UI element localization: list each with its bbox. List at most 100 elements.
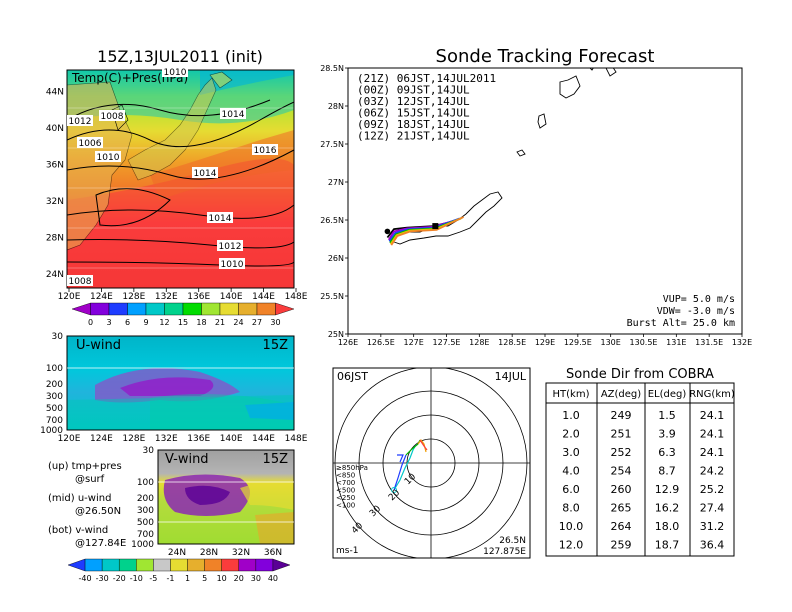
panel-legend: (up) tmp+pres @surf (mid) u-wind @26.50N…: [48, 461, 126, 549]
wind-colorbar-tick-label: -5: [149, 574, 157, 583]
isobar-label: 1008: [67, 275, 93, 287]
isobar-label: 1014: [207, 212, 233, 224]
wind-colorbar-swatch: [67, 558, 86, 572]
map-y-tick-label: 28N: [46, 234, 64, 244]
isobar-label: 1012: [67, 115, 93, 127]
v-wind-x-tick-label: 36N: [264, 548, 282, 558]
wind-colorbar-swatch: [204, 558, 222, 572]
isobar-label-text: 1010: [97, 153, 120, 163]
pressure-legend-entry: <100: [336, 502, 355, 510]
table-cell: 264: [611, 520, 632, 533]
radar-label-right: 14JUL: [495, 370, 527, 383]
track-y-tick-label: 25N: [328, 330, 344, 339]
map-x-tick-label: 136E: [187, 292, 210, 302]
wind-colorbar-swatch: [136, 558, 154, 572]
track-y-tick-label: 27.5N: [320, 140, 344, 149]
colorbar-swatch: [145, 302, 165, 316]
colorbar-swatch: [164, 302, 184, 316]
table-row: 3.0 252 6.3 24.1: [562, 446, 724, 459]
track-panel: Sonde Tracking Forecast (21Z) 06JST,14JU…: [320, 46, 752, 347]
legend-up: (up) tmp+pres: [48, 461, 122, 472]
v-wind-x-ticks: 24N 28N 32N 36N: [168, 548, 282, 558]
u-wind-y-tick-label: 500: [46, 404, 63, 414]
colorbar-tick-label: 12: [159, 318, 169, 327]
map-x-tick-label: 144E: [252, 292, 275, 302]
wind-colorbar-swatch: [272, 558, 291, 572]
isobar-label: 1012: [217, 240, 243, 252]
table-cell: 10.0: [559, 520, 584, 533]
track-annotation-vdw: VDW= -3.0 m/s: [657, 306, 735, 317]
table-cell: 249: [611, 409, 632, 422]
table-cell: 18.0: [655, 520, 680, 533]
table-cell: 12.9: [655, 483, 680, 496]
legend-mid2: @26.50N: [75, 506, 121, 517]
table-row: 8.0 265 16.2 27.4: [562, 502, 724, 515]
track-lines: [384, 216, 464, 246]
track-legend-entry: (09Z) 18JST,14JUL: [357, 118, 470, 131]
track-legend-entry: (00Z) 09JST,14JUL: [357, 84, 470, 97]
map-x-tick-label: 120E: [58, 292, 81, 302]
track-x-tick-label: 127.5E: [433, 338, 461, 347]
colorbar-tick-label: 15: [178, 318, 188, 327]
isobar-labels: 1010 1012 1008 1006 1014 1010 1014 1016 1014 1012…: [67, 66, 278, 287]
table-headers: HT(km) AZ(deg) EL(deg) RNG(km): [553, 389, 735, 400]
pressure-legend-entry: <850: [336, 472, 355, 480]
table-cell: 31.2: [700, 520, 725, 533]
wind-colorbar-swatch: [238, 558, 257, 572]
isobar-label: 1010: [162, 66, 188, 78]
wind-colorbar-swatch: [221, 558, 239, 572]
track-y-tick-label: 28.5N: [320, 64, 344, 73]
u-wind-x-tick-label: 128E: [122, 434, 145, 444]
wind-colorbar-swatch: [255, 558, 274, 572]
v-wind-y-tick-label: 30: [143, 446, 155, 456]
isobar-label: 1010: [219, 258, 245, 270]
u-wind-x-tick-label: 140E: [220, 434, 243, 444]
table-title: Sonde Dir from COBRA: [566, 367, 714, 382]
track-x-tick-label: 128E: [469, 338, 489, 347]
u-wind-x-tick-label: 144E: [252, 434, 275, 444]
track-x-tick-label: 127E: [404, 338, 424, 347]
isobar-label-text: 1014: [194, 169, 217, 179]
track-x-tick-label: 131.5E: [695, 338, 723, 347]
map-x-tick-label: 128E: [122, 292, 145, 302]
table-cell: 16.2: [655, 502, 680, 515]
u-wind-x-tick-label: 136E: [187, 434, 210, 444]
u-wind-label: U-wind: [76, 338, 121, 353]
isobar-label: 1006: [77, 137, 103, 149]
track-x-tick-label: 130E: [601, 338, 621, 347]
table-cell: 252: [611, 446, 632, 459]
table-cell: 24.2: [700, 465, 725, 478]
table-cell: 36.4: [700, 539, 725, 552]
radar-position-lat: 26.5N: [499, 536, 526, 546]
v-wind-time: 15Z: [263, 452, 289, 467]
track-x-tick-label: 132E: [732, 338, 752, 347]
table-row: 6.0 260 12.9 25.2: [562, 483, 724, 496]
track-x-tick-label: 131E: [666, 338, 686, 347]
table-cell: 3.9: [658, 428, 676, 441]
radar-label-left: 06JST: [337, 370, 368, 383]
track-legend-entry: (21Z) 06JST,14JUL2011: [357, 72, 496, 85]
table-cell: 8.0: [562, 502, 580, 515]
colorbar-tick-label: 18: [196, 318, 206, 327]
table-cell: 27.4: [700, 502, 725, 515]
table-cell: 3.0: [562, 446, 580, 459]
track-y-ticks: 25N 25.5N 26N 26.5N 27N 27.5N 28N 28.5N: [320, 64, 348, 339]
table-cell: 1.5: [658, 409, 676, 422]
colorbar-tick-label: 6: [125, 318, 130, 327]
map-y-tick-label: 32N: [46, 197, 64, 207]
table-row: 10.0 264 18.0 31.2: [559, 520, 725, 533]
colorbar-swatch: [90, 302, 110, 316]
colorbar-swatch: [219, 302, 239, 316]
map-x-tick-label: 140E: [220, 292, 243, 302]
colorbar-swatch: [201, 302, 221, 316]
track-y-tick-label: 28N: [328, 102, 344, 111]
track-launch-marker: [432, 223, 439, 230]
track-title: Sonde Tracking Forecast: [436, 46, 655, 67]
colorbar-tick-label: 9: [143, 318, 148, 327]
isobar-label-text: 1008: [69, 277, 92, 287]
